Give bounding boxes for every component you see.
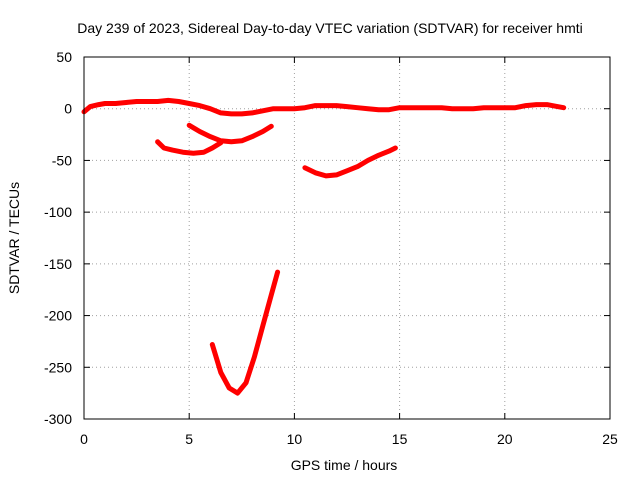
series-line-4: [302, 145, 398, 179]
y-tick-label: -200: [44, 308, 72, 324]
y-tick-label: 50: [56, 49, 72, 65]
y-tick-label: -100: [44, 204, 72, 220]
x-axis-label: GPS time / hours: [291, 457, 398, 473]
x-tick-label: 25: [602, 431, 618, 447]
series-line-5: [209, 269, 281, 396]
y-tick-label: 0: [64, 101, 72, 117]
x-tick-label: 10: [287, 431, 303, 447]
y-tick-label: -300: [44, 411, 72, 427]
y-tick-label: -50: [52, 152, 72, 168]
series-line-3: [186, 122, 274, 145]
y-tick-label: -150: [44, 256, 72, 272]
ticks: 0 5 10 15 20 25 50 0 -50 -100 -150 -200 -250 -300: [44, 49, 618, 447]
plot-frame: [83, 56, 611, 420]
grid: [84, 57, 610, 419]
y-tick-label: -250: [44, 359, 72, 375]
series-line-1: [81, 97, 567, 117]
series-group: [81, 97, 567, 396]
series-line-2: [155, 139, 224, 156]
x-tick-label: 20: [497, 431, 513, 447]
y-axis-label: SDTVAR / TECUs: [6, 182, 22, 294]
x-tick-label: 0: [80, 431, 88, 447]
x-tick-label: 5: [185, 431, 193, 447]
chart-title: Day 239 of 2023, Sidereal Day-to-day VTE…: [77, 20, 583, 36]
x-tick-label: 15: [392, 431, 408, 447]
